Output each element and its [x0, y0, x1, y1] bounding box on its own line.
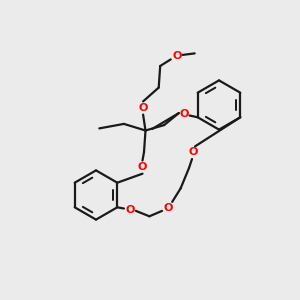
Text: O: O: [125, 205, 135, 215]
Text: O: O: [172, 51, 182, 62]
Text: O: O: [163, 203, 173, 213]
Text: O: O: [138, 162, 147, 172]
Text: O: O: [189, 147, 198, 158]
Text: O: O: [138, 103, 148, 113]
Text: O: O: [179, 109, 189, 119]
